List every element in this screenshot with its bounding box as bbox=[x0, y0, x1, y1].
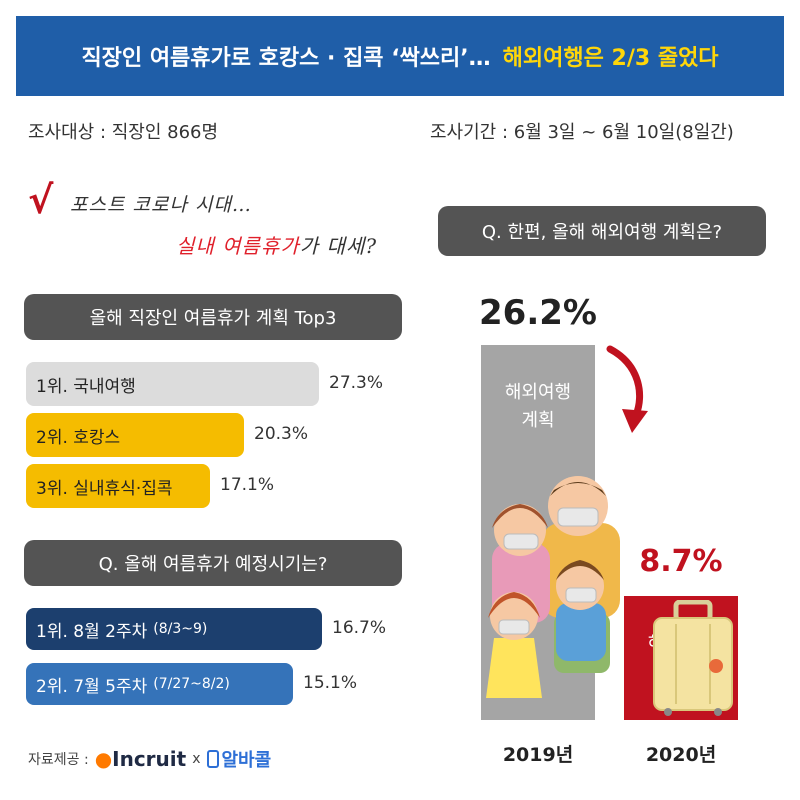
credit-label: 자료제공 : bbox=[28, 752, 89, 768]
father-mask bbox=[557, 507, 599, 527]
handwriting-tail: 가 대세? bbox=[299, 234, 378, 258]
credit-separator: x bbox=[192, 751, 201, 767]
bar-label: 1위. 8월 2주차 bbox=[36, 621, 148, 642]
bar-value-label: 27.3% bbox=[329, 373, 384, 393]
bar-value-label: 17.1% bbox=[220, 475, 275, 495]
overseas-title-pill: Q. 한편, 올해 해외여행 계획은? bbox=[438, 206, 766, 256]
checkmark-icon: √ bbox=[28, 178, 54, 222]
header-banner: 직장인 여름휴가로 호캉스 · 집콕 ‘싹쓰리’… 해외여행은 2/3 줄었다 bbox=[16, 16, 784, 96]
incruit-logo: ● Incruit bbox=[94, 747, 187, 771]
mother-mask bbox=[503, 533, 539, 550]
bar-sublabel: (7/27~8/2) bbox=[153, 676, 230, 692]
boy-mask bbox=[565, 587, 597, 603]
bar-label: 3위. 실내휴식·집콕 bbox=[36, 478, 173, 499]
down-arrow-icon bbox=[606, 345, 648, 433]
incruit-dot-icon: ● bbox=[94, 747, 113, 771]
top3-title: 올해 직장인 여름휴가 계획 Top3 bbox=[89, 308, 337, 329]
survey-target: 조사대상 : 직장인 866명 bbox=[28, 122, 219, 143]
credit: 자료제공 : ● Incruit x 알바콜 bbox=[28, 746, 271, 772]
overseas-bar-label: 해외여행 계획 bbox=[504, 382, 572, 431]
boy-shirt bbox=[556, 603, 606, 661]
albacall-logo: 알바콜 bbox=[206, 746, 271, 772]
overseas-value-label: 8.7% bbox=[639, 544, 723, 579]
timing-title-pill: Q. 올해 여름휴가 예정시기는? bbox=[24, 540, 402, 586]
handwriting-highlight: 실내 여름휴가 bbox=[176, 234, 300, 258]
father-head bbox=[548, 476, 608, 536]
overseas-year-label: 2019년 bbox=[502, 744, 574, 766]
bar-label: 2위. 7월 5주차 bbox=[36, 676, 148, 697]
bar-value-label: 16.7% bbox=[332, 618, 387, 638]
overseas-value-label: 26.2% bbox=[479, 293, 597, 333]
overseas-title: Q. 한편, 올해 해외여행 계획은? bbox=[481, 222, 723, 243]
family-illustration bbox=[486, 476, 620, 698]
bar-top3-bars-3: 3위. 실내휴식·집콕 bbox=[26, 464, 210, 508]
bar-sublabel: (8/3~9) bbox=[153, 621, 208, 637]
handwriting-line1: 포스트 코로나 시대… bbox=[70, 194, 252, 216]
survey-period: 조사기간 : 6월 3일 ~ 6월 10일(8일간) bbox=[430, 122, 734, 143]
suitcase-icon bbox=[653, 600, 733, 716]
header-title: 직장인 여름휴가로 호캉스 · 집콕 ‘싹쓰리’… bbox=[81, 46, 491, 71]
timing-title: Q. 올해 여름휴가 예정시기는? bbox=[98, 554, 328, 575]
girl-dress bbox=[486, 638, 542, 698]
bar-label: 1위. 국내여행 bbox=[36, 376, 136, 397]
bar-top3-bars-1: 1위. 국내여행 bbox=[26, 362, 319, 406]
bar-label: 2위. 호캉스 bbox=[36, 427, 121, 448]
header-highlight: 해외여행은 2/3 줄었다 bbox=[502, 46, 719, 71]
top3-title-pill: 올해 직장인 여름휴가 계획 Top3 bbox=[24, 294, 402, 340]
girl-mask bbox=[498, 619, 530, 635]
bar-value-label: 20.3% bbox=[254, 424, 309, 444]
bar-top3-bars-2: 2위. 호캉스 bbox=[26, 413, 244, 457]
overseas-year-label: 2020년 bbox=[645, 744, 717, 766]
bar-timing-bars-1: 1위. 8월 2주차 (8/3~9) bbox=[26, 608, 322, 650]
handwriting-line2: 실내 여름휴가가 대세? bbox=[176, 230, 377, 259]
phone-icon bbox=[206, 750, 219, 768]
bar-value-label: 15.1% bbox=[303, 673, 358, 693]
bar-timing-bars-2: 2위. 7월 5주차 (7/27~8/2) bbox=[26, 663, 293, 705]
